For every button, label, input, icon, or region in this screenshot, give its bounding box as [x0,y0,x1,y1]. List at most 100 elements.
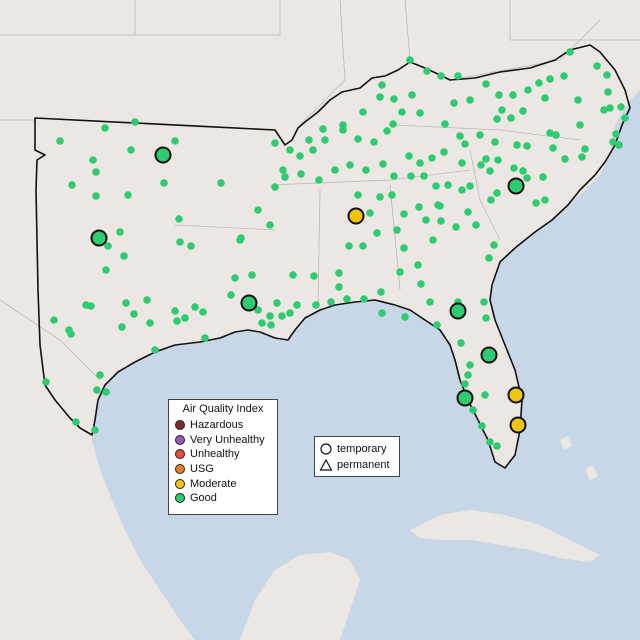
monitor-dot[interactable] [603,71,611,79]
monitor-dot[interactable] [160,179,168,187]
monitor-dot[interactable] [523,142,531,150]
monitor-dot[interactable] [96,371,104,379]
monitor-dot[interactable] [519,107,527,115]
monitor-dot[interactable] [493,442,501,450]
monitor-dot[interactable] [370,138,378,146]
monitor-dot[interactable] [171,137,179,145]
monitor-dot[interactable] [389,120,397,128]
monitor-dot[interactable] [600,106,608,114]
monitor-dot[interactable] [432,182,440,190]
monitor-dot[interactable] [486,167,494,175]
monitor-dot[interactable] [266,221,274,229]
monitor-dot[interactable] [143,296,151,304]
monitor-dot[interactable] [305,136,313,144]
monitor-dot[interactable] [281,173,289,181]
monitor-dot[interactable] [509,91,517,99]
monitor-dot[interactable] [452,223,460,231]
monitor-dot[interactable] [122,299,130,307]
monitor-dot[interactable] [539,173,547,181]
monitor-dot[interactable] [408,91,416,99]
monitor-dot[interactable] [494,156,502,164]
monitor-dot[interactable] [379,160,387,168]
monitor-dot[interactable] [581,145,589,153]
monitor-dot[interactable] [405,152,413,160]
monitor-dot[interactable] [417,280,425,288]
monitor-dot[interactable] [236,236,244,244]
monitor-dot[interactable] [458,159,466,167]
monitor-dot[interactable] [457,339,465,347]
monitor-dot[interactable] [541,196,549,204]
monitor-dot[interactable] [102,388,110,396]
monitor-dot[interactable] [343,295,351,303]
monitor-dot[interactable] [286,309,294,317]
monitor-dot[interactable] [359,108,367,116]
monitor-dot[interactable] [335,269,343,277]
monitor-marker-good[interactable] [507,177,525,195]
monitor-dot[interactable] [376,193,384,201]
monitor-dot[interactable] [422,216,430,224]
monitor-dot[interactable] [335,283,343,291]
monitor-marker-good[interactable] [154,146,172,164]
monitor-dot[interactable] [440,148,448,156]
monitor-dot[interactable] [91,426,99,434]
monitor-dot[interactable] [546,129,554,137]
monitor-dot[interactable] [472,221,480,229]
monitor-dot[interactable] [396,268,404,276]
monitor-marker-good[interactable] [449,302,467,320]
monitor-dot[interactable] [478,422,486,430]
monitor-dot[interactable] [231,274,239,282]
monitor-dot[interactable] [407,172,415,180]
monitor-dot[interactable] [458,186,466,194]
monitor-dot[interactable] [393,226,401,234]
monitor-dot[interactable] [171,307,179,315]
monitor-dot[interactable] [406,56,414,64]
monitor-dot[interactable] [617,103,625,111]
monitor-dot[interactable] [606,104,614,112]
monitor-dot[interactable] [481,391,489,399]
monitor-dot[interactable] [493,115,501,123]
monitor-dot[interactable] [296,152,304,160]
monitor-dot[interactable] [227,291,235,299]
monitor-dot[interactable] [176,238,184,246]
monitor-dot[interactable] [217,179,225,187]
monitor-dot[interactable] [390,95,398,103]
monitor-dot[interactable] [541,94,549,102]
monitor-dot[interactable] [266,312,274,320]
monitor-marker-moderate[interactable] [509,416,527,434]
monitor-dot[interactable] [401,313,409,321]
monitor-dot[interactable] [524,86,532,94]
monitor-dot[interactable] [376,93,384,101]
monitor-dot[interactable] [486,438,494,446]
monitor-dot[interactable] [519,167,527,175]
monitor-dot[interactable] [437,217,445,225]
monitor-dot[interactable] [312,301,320,309]
monitor-dot[interactable] [309,146,317,154]
monitor-dot[interactable] [487,196,495,204]
monitor-dot[interactable] [612,130,620,138]
monitor-dot[interactable] [576,121,584,129]
monitor-dot[interactable] [477,161,485,169]
monitor-dot[interactable] [482,80,490,88]
monitor-dot[interactable] [546,75,554,83]
monitor-dot[interactable] [604,88,612,96]
monitor-dot[interactable] [429,236,437,244]
monitor-dot[interactable] [118,323,126,331]
monitor-dot[interactable] [181,314,189,322]
monitor-dot[interactable] [101,124,109,132]
monitor-dot[interactable] [609,138,617,146]
monitor-dot[interactable] [187,242,195,250]
monitor-dot[interactable] [485,254,493,262]
monitor-dot[interactable] [50,316,58,324]
monitor-dot[interactable] [560,72,568,80]
monitor-dot[interactable] [434,201,442,209]
monitor-marker-good[interactable] [90,229,108,247]
monitor-dot[interactable] [354,135,362,143]
monitor-dot[interactable] [621,114,629,122]
monitor-dot[interactable] [366,209,374,217]
monitor-dot[interactable] [482,155,490,163]
monitor-dot[interactable] [507,114,515,122]
monitor-dot[interactable] [199,308,207,316]
monitor-dot[interactable] [131,118,139,126]
monitor-dot[interactable] [378,81,386,89]
monitor-dot[interactable] [383,127,391,135]
